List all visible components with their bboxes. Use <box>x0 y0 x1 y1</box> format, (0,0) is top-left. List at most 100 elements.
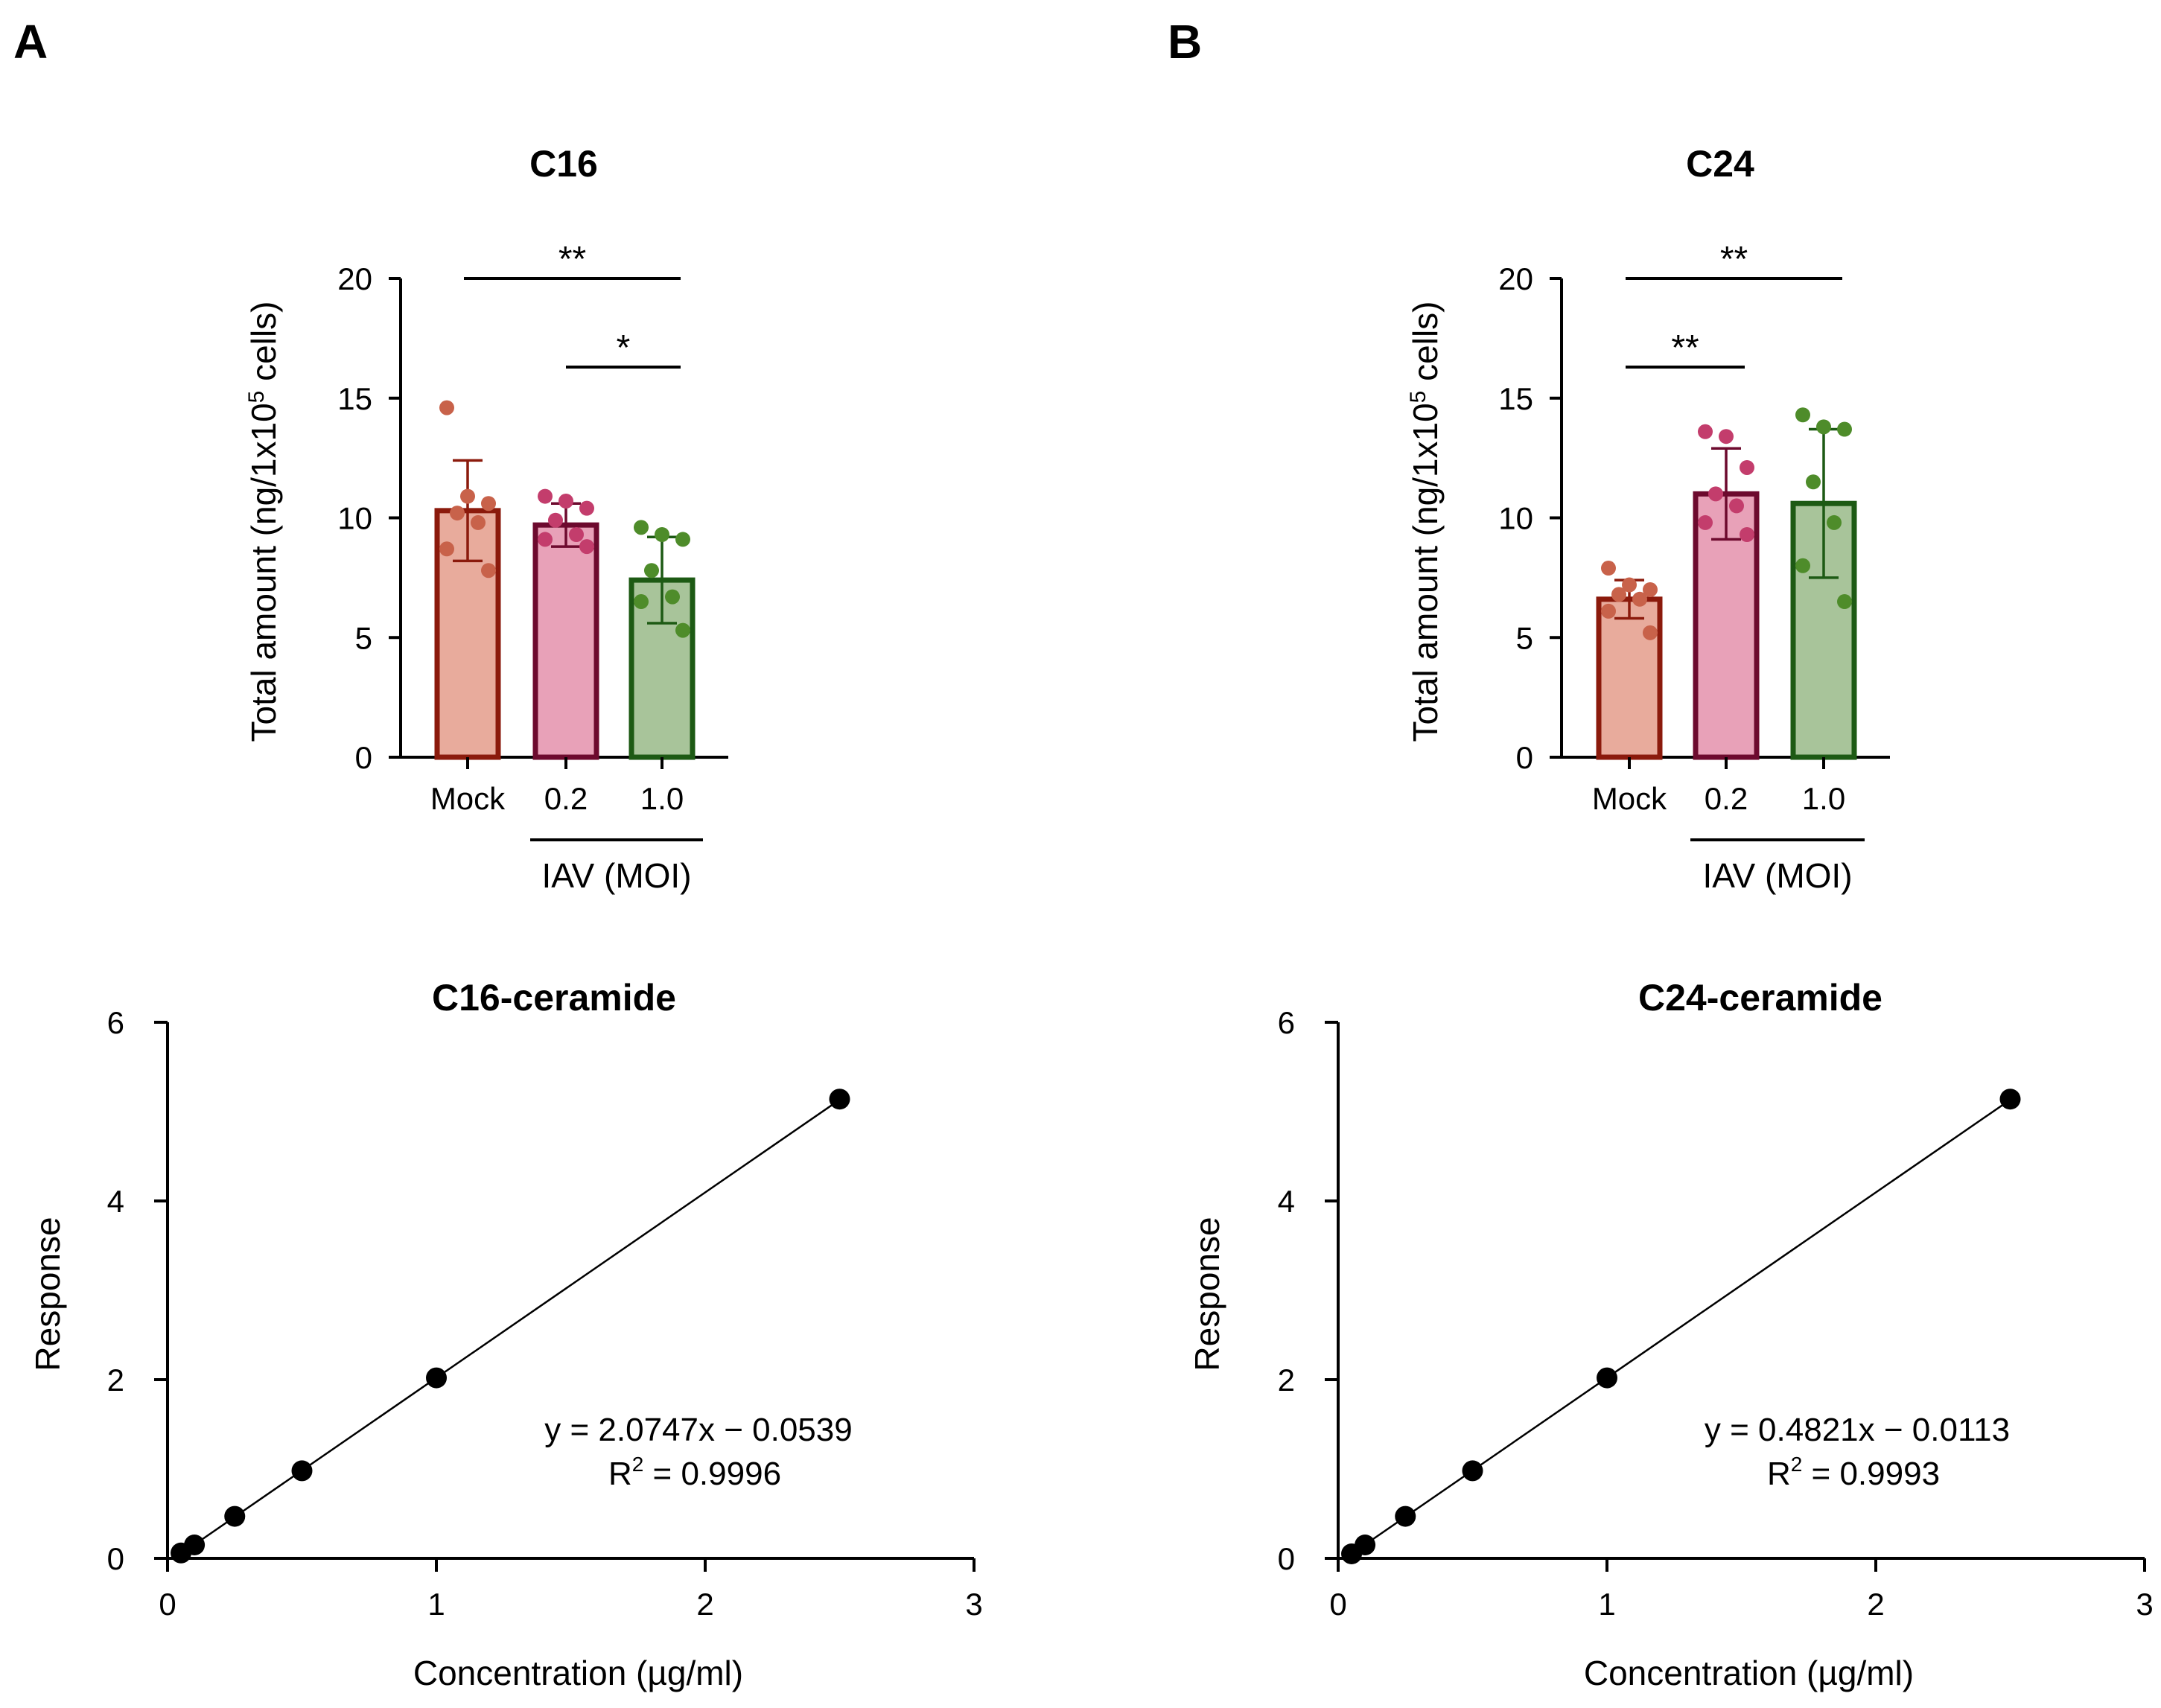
r-squared-superscript: 2 <box>632 1453 644 1476</box>
data-point <box>579 539 594 555</box>
x-tick-label: 0.2 <box>1705 781 1748 816</box>
chart-title: C24 <box>1686 143 1754 185</box>
standard-curve-2: C24-ceramide 0 2 4 6 0 1 2 3 Concentration (µg/ml… <box>1188 977 2154 1692</box>
data-point <box>1643 581 1658 597</box>
y-tick-label: 20 <box>337 261 372 296</box>
data-point <box>1795 558 1810 573</box>
regression-equation: y = 0.4821x − 0.0113 <box>1705 1412 2010 1448</box>
y-axis-label-superscript: 5 <box>1406 391 1430 404</box>
x-tick-label: 1 <box>1598 1587 1615 1622</box>
group-label: IAV (MOI) <box>541 856 691 895</box>
x-axis-label: Concentration (µg/ml) <box>413 1654 743 1692</box>
y-axis-label-main: Total amount (ng/1x10 <box>1406 403 1445 742</box>
data-point <box>1601 603 1616 619</box>
y-axis-label: Total amount (ng/1x105 cells) <box>1406 302 1445 742</box>
significance-stars: ** <box>558 240 586 279</box>
data-point <box>1708 486 1723 502</box>
y-tick-label: 15 <box>337 381 372 416</box>
r-squared: R2 = 0.9993 <box>1767 1453 1940 1492</box>
data-point <box>1740 527 1754 543</box>
data-point <box>1795 407 1810 423</box>
chart-title: C24-ceramide <box>1638 977 1882 1019</box>
data-point <box>1601 561 1616 576</box>
chart-title: C16 <box>529 143 598 185</box>
data-point <box>538 488 553 504</box>
y-tick-label: 6 <box>1278 1005 1295 1040</box>
bar <box>1596 596 1663 760</box>
y-tick-label: 0 <box>107 1541 124 1576</box>
y-axis-label: Response <box>1188 1217 1226 1371</box>
data-point <box>1837 421 1852 437</box>
data-point <box>1698 424 1713 439</box>
y-axis-label-superscript: 5 <box>244 391 269 404</box>
y-tick-label: 2 <box>1278 1363 1295 1398</box>
data-point <box>439 541 454 557</box>
y-axis-label-main: Total amount (ng/1x10 <box>244 403 283 742</box>
data-point <box>1462 1460 1483 1482</box>
x-tick-label: 1.0 <box>640 781 684 816</box>
data-point <box>665 589 680 605</box>
regression-equation: y = 2.0747x − 0.0539 <box>544 1412 852 1448</box>
significance-stars: * <box>617 328 631 368</box>
y-tick-label: 15 <box>1498 381 1533 416</box>
data-point <box>569 527 584 543</box>
y-tick-label: 10 <box>1498 501 1533 536</box>
data-point <box>224 1505 246 1527</box>
standard-curve-1: C16-ceramide 0 2 4 6 0 1 2 3 Concentration (µg/ml… <box>28 977 983 1692</box>
y-axis-label-end: cells) <box>244 302 283 391</box>
r-squared-prefix: R <box>608 1456 632 1492</box>
x-tick-label: 3 <box>2136 1587 2153 1622</box>
y-axis-label-end: cells) <box>1406 302 1445 391</box>
chart-title: C16-ceramide <box>432 977 676 1019</box>
data-point <box>1729 498 1744 514</box>
data-point <box>291 1460 313 1482</box>
x-tick-label: 2 <box>696 1587 713 1622</box>
y-tick-label: 2 <box>107 1363 124 1398</box>
data-point <box>1837 594 1852 610</box>
r-squared-superscript: 2 <box>1791 1453 1803 1476</box>
data-point <box>481 563 496 579</box>
data-point <box>644 563 659 579</box>
y-tick-label: 4 <box>1278 1184 1295 1219</box>
panel-label-b: B <box>1168 15 1202 68</box>
data-point <box>558 493 573 509</box>
y-axis-label: Response <box>28 1217 67 1371</box>
data-point <box>471 514 486 530</box>
panel-label-a: A <box>13 15 48 68</box>
data-point <box>1622 577 1637 593</box>
data-point <box>1999 1089 2021 1110</box>
data-point <box>1632 591 1647 607</box>
data-point <box>829 1089 850 1110</box>
data-point <box>634 594 649 610</box>
y-tick-label: 5 <box>355 620 372 655</box>
y-tick-label: 0 <box>355 740 372 775</box>
significance-stars: ** <box>1720 240 1748 279</box>
x-tick-label: 3 <box>965 1587 982 1622</box>
data-point <box>426 1367 447 1389</box>
x-tick-label: 1 <box>427 1587 445 1622</box>
x-tick-label: 0 <box>159 1587 176 1622</box>
data-point <box>655 527 669 543</box>
y-tick-label: 5 <box>1516 620 1533 655</box>
y-tick-label: 6 <box>107 1005 124 1040</box>
x-tick-label: Mock <box>1592 781 1667 816</box>
data-point <box>1611 587 1626 602</box>
data-point <box>1643 625 1658 640</box>
y-tick-label: 0 <box>1278 1541 1295 1576</box>
data-point <box>675 532 690 547</box>
r-squared-prefix: R <box>1767 1456 1791 1492</box>
data-point <box>579 500 594 516</box>
y-axis-label: Total amount (ng/1x105 cells) <box>244 302 283 742</box>
data-point <box>548 512 563 528</box>
r-squared-value: = 0.9993 <box>1802 1456 1940 1492</box>
x-tick-label: 1.0 <box>1802 781 1845 816</box>
y-tick-label: 10 <box>337 501 372 536</box>
y-tick-label: 20 <box>1498 261 1533 296</box>
data-point <box>634 520 649 535</box>
fit-line <box>180 1099 841 1555</box>
y-tick-label: 4 <box>107 1184 124 1219</box>
bar <box>532 522 599 760</box>
group-label: IAV (MOI) <box>1702 856 1852 895</box>
